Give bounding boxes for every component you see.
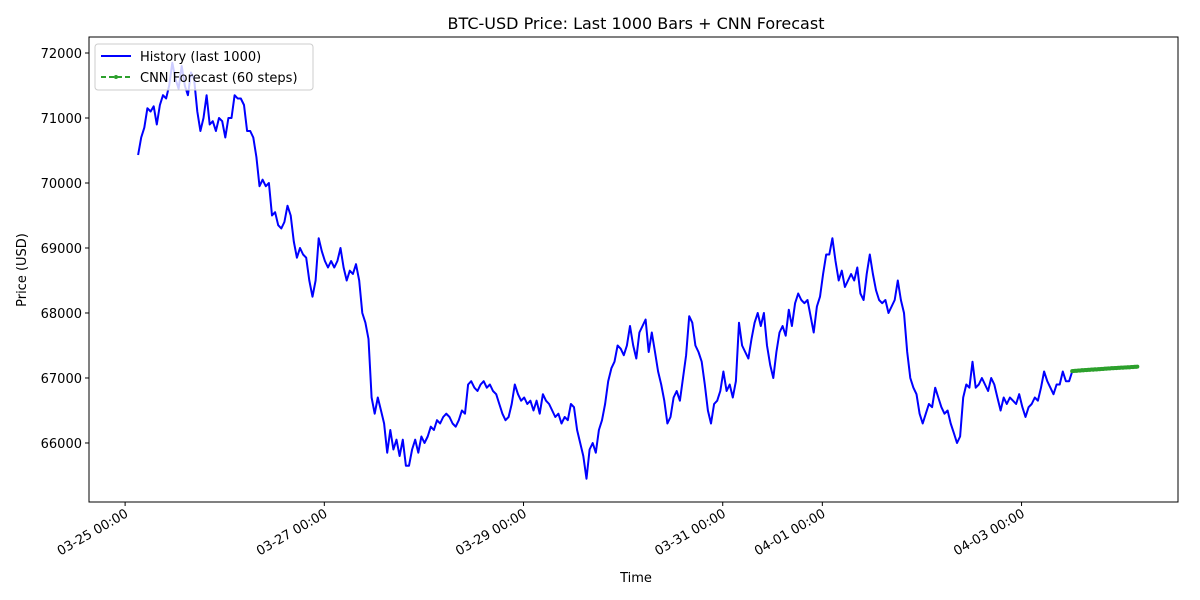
y-tick-label: 68000 <box>41 307 82 322</box>
y-tick-label: 71000 <box>41 112 82 127</box>
y-axis: 66000 67000 68000 69000 70000 71000 72000 <box>41 47 89 452</box>
legend: History (last 1000) CNN Forecast (60 ste… <box>94 43 314 91</box>
plot-area <box>137 61 1140 480</box>
chart-title: BTC-USD Price: Last 1000 Bars + CNN Fore… <box>448 14 825 33</box>
y-tick-label: 67000 <box>41 372 82 387</box>
legend-box <box>94 43 314 91</box>
forecast-point <box>1135 364 1140 369</box>
history-line <box>137 61 1074 480</box>
y-tick-label: 69000 <box>41 242 82 257</box>
axes-frame <box>88 36 1179 503</box>
y-tick-label: 66000 <box>41 437 82 452</box>
legend-history-label: History (last 1000) <box>140 50 261 65</box>
y-axis-label: Price (USD) <box>15 233 30 307</box>
legend-forecast-label: CNN Forecast (60 steps) <box>140 71 298 86</box>
y-tick-label: 70000 <box>41 177 82 192</box>
legend-forecast-marker <box>114 75 118 79</box>
x-axis-label: Time <box>619 571 652 586</box>
y-tick-label: 72000 <box>41 47 82 62</box>
